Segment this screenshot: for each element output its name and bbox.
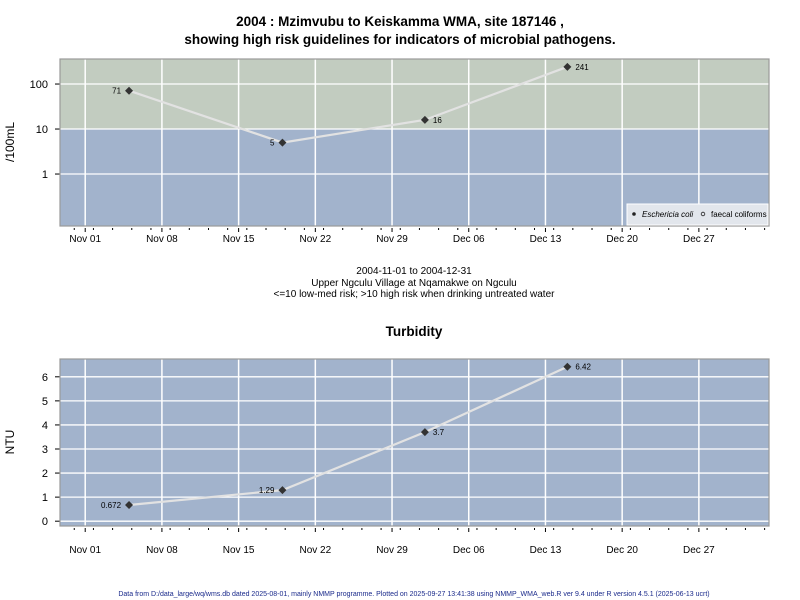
y-tick-label: 3 — [42, 444, 48, 456]
data-label: 16 — [433, 116, 442, 125]
y-tick-label: 0 — [42, 516, 48, 528]
x-tick-label: Dec 20 — [606, 545, 638, 556]
x-tick-label: Nov 08 — [146, 545, 178, 556]
y-axis-label-turbidity: NTU — [3, 430, 17, 455]
data-label: 3.7 — [433, 428, 445, 437]
x-tick-label: Nov 15 — [223, 234, 255, 245]
data-label: 6.42 — [575, 363, 591, 372]
data-point — [125, 86, 134, 95]
legend-marker-ecoli — [632, 212, 636, 216]
data-label: 71 — [112, 87, 121, 96]
x-tick-label: Dec 20 — [606, 234, 638, 245]
series-line — [128, 365, 568, 507]
data-point — [125, 501, 134, 510]
data-label: 1.29 — [259, 486, 275, 495]
x-tick-label: Dec 13 — [530, 545, 562, 556]
y-tick-label: 1 — [42, 169, 48, 181]
y-tick-label: 5 — [42, 396, 48, 408]
plot-frame — [59, 58, 770, 227]
x-tick-label: Nov 29 — [376, 545, 408, 556]
data-label: 241 — [575, 63, 589, 72]
data-point — [563, 62, 572, 71]
legend: Eschericia coli faecal coliforms — [626, 203, 769, 226]
x-tick-label: Nov 08 — [146, 234, 178, 245]
x-label-date-range: 2004-11-01 to 2004-12-31 — [356, 266, 472, 277]
y-tick-label: 6 — [42, 372, 48, 384]
x-tick-label: Nov 22 — [299, 545, 331, 556]
legend-label-ecoli: Eschericia coli — [642, 210, 693, 219]
x-label-site: Upper Ngculu Village at Nqamakwe on Ngcu… — [311, 278, 516, 289]
x-tick-label: Dec 27 — [683, 234, 715, 245]
data-point — [278, 486, 287, 495]
plot-background — [60, 359, 769, 526]
microbial-plot: 1 10 100 Nov 01 Nov 08 Nov 15 Nov 22 Nov 29 Dec … — [30, 58, 770, 245]
plot-frame — [59, 358, 770, 527]
data-label: 0.672 — [101, 501, 122, 510]
x-tick-label: Dec 27 — [683, 545, 715, 556]
x-tick-label: Nov 01 — [69, 545, 101, 556]
chart-subtitle: showing high risk guidelines for indicat… — [184, 32, 615, 47]
y-tick-label: 10 — [36, 124, 48, 136]
x-tick-label: Nov 01 — [69, 234, 101, 245]
data-point — [563, 362, 572, 371]
y-tick-label: 1 — [42, 492, 48, 504]
high-risk-band — [60, 59, 769, 130]
legend-box — [626, 203, 769, 226]
turbidity-title: Turbidity — [386, 324, 443, 339]
x-tick-label: Nov 29 — [376, 234, 408, 245]
series-line — [128, 65, 568, 144]
legend-label-faecal: faecal coliforms — [711, 210, 767, 219]
y-tick-label: 100 — [30, 79, 48, 91]
footer-note: Data from D:/data_large/wq/wms.db dated … — [118, 591, 709, 598]
x-tick-label: Dec 13 — [530, 234, 562, 245]
legend-marker-faecal — [700, 211, 706, 217]
chart-title: 2004 : Mzimvubu to Keiskamma WMA, site 1… — [236, 14, 564, 29]
y-tick-label: 2 — [42, 468, 48, 480]
data-point — [420, 115, 429, 124]
data-label: 5 — [270, 139, 275, 148]
x-label-risk-note: <=10 low-med risk; >10 high risk when dr… — [274, 289, 556, 300]
data-point — [278, 138, 287, 147]
turbidity-plot: 0 1 2 3 4 5 6 Nov 01 Nov 08 Nov 15 Nov 22 Nov 29 Dec… — [42, 358, 770, 556]
data-point — [420, 428, 429, 437]
x-tick-label: Nov 15 — [223, 545, 255, 556]
x-tick-label: Nov 22 — [299, 234, 331, 245]
y-tick-label: 4 — [42, 420, 48, 432]
x-tick-label: Dec 06 — [453, 234, 485, 245]
y-axis-label-microbial: /100mL — [3, 122, 17, 162]
x-tick-label: Dec 06 — [453, 545, 485, 556]
